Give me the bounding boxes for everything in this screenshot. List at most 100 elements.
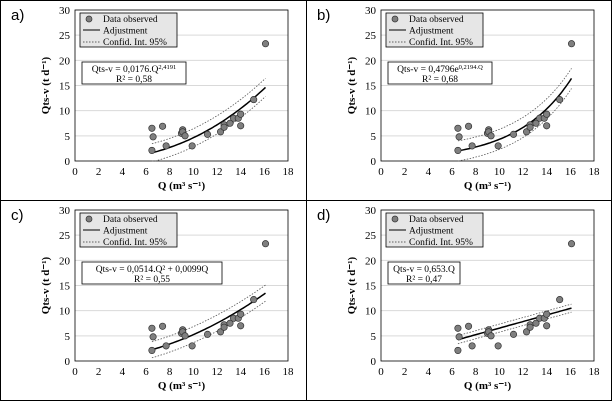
data-point [543,122,551,130]
r-squared-text: R² = 0,58 [116,75,152,85]
x-tick-label: 0 [72,366,78,378]
fit-line [457,307,572,341]
y-tick-label: 30 [365,205,377,217]
data-point [162,342,170,350]
y-tick-label: 25 [59,30,71,42]
r-squared-text: R² = 0,47 [406,275,442,285]
equation-box: Qts-v = 0,4796e0,2194.QR² = 0,68 [387,61,493,85]
data-point [237,110,245,118]
y-tick-label: 10 [365,306,377,318]
x-tick-label: 18 [589,366,601,378]
x-tick-label: 10 [494,166,506,178]
data-point [148,324,156,332]
x-tick-label: 18 [589,166,601,178]
legend-label: Adjustment [103,27,148,37]
y-tick-label: 25 [59,230,71,242]
data-point [181,332,189,340]
legend-marker-icon [85,15,93,23]
y-tick-label: 10 [59,306,71,318]
data-point [465,322,473,330]
x-tick-label: 12 [518,366,529,378]
ci-lower-line [457,88,572,162]
equation-text: Qts-v = 0,4796e0,2194.Q [397,64,483,75]
y-tick-label: 25 [365,30,377,42]
data-point [556,96,564,104]
x-tick-label: 6 [449,366,455,378]
x-tick-label: 2 [96,166,102,178]
x-tick-label: 10 [494,366,506,378]
panel-c: c) 0 5 10 15 20 25 30 0 2 4 6 8 10 12 14 16 18 Q (m³ s⁻¹) Q… [1,200,306,400]
x-axis-label: Q (m³ s⁻¹) [464,380,512,392]
plot: 0 5 10 15 20 25 30 0 2 4 6 8 10 12 14 16 18 Q (m³ s⁻¹) Qts… [40,205,294,392]
y-tick-label: 5 [371,131,377,143]
x-tick-label: 4 [120,166,126,178]
panel-d: d) 0 5 10 15 20 25 30 0 2 4 6 8 10 12 14 16 18 Q (m³ s⁻¹) Q… [306,200,612,400]
y-tick-label: 30 [365,5,377,17]
plot: 0 5 10 15 20 25 30 0 2 4 6 8 10 12 14 16 18 Q (m³ s⁻¹) Qts… [346,5,601,192]
data-point [226,319,234,327]
x-tick-label: 2 [402,366,408,378]
equation-box: Qts-v = 0,653.QR² = 0,47 [387,261,461,285]
data-point [543,110,551,118]
data-point [454,146,462,154]
data-point [188,142,196,150]
y-tick-label: 20 [365,55,377,67]
legend-label: Adjustment [409,27,454,37]
y-tick-label: 15 [365,281,377,293]
legend-label: Data observed [409,215,464,225]
x-tick-label: 8 [473,166,479,178]
ci-lower-line [457,311,572,345]
data-point [159,122,167,130]
y-axis-label: Qts-v (t d⁻¹) [346,256,358,314]
x-tick-label: 8 [473,366,479,378]
x-tick-label: 4 [120,366,126,378]
data-point [487,332,495,340]
plot: 0 5 10 15 20 25 30 0 2 4 6 8 10 12 14 16 18 Q (m³ s⁻¹) Qts… [40,5,294,192]
data-point [261,40,270,48]
data-point [261,240,270,248]
data-point [237,310,245,318]
legend-label: Confid. Int. 95% [409,237,473,248]
y-tick-label: 0 [65,356,71,368]
fit-line [151,292,266,351]
data-point [567,40,576,48]
equation-text: Qts-v = 0,0176.Q2,4191 [92,64,176,75]
x-tick-label: 14 [541,366,553,378]
plot: 0 5 10 15 20 25 30 0 2 4 6 8 10 12 14 16 18 Q (m³ s⁻¹) Qts… [346,205,601,392]
data-point [454,324,462,332]
x-tick-label: 14 [235,166,247,178]
x-tick-label: 14 [235,366,247,378]
y-tick-label: 5 [65,131,71,143]
x-tick-label: 6 [449,166,455,178]
x-tick-label: 16 [565,166,577,178]
y-tick-label: 5 [65,331,71,343]
data-point [465,122,473,130]
x-tick-label: 4 [426,366,432,378]
data-point [532,119,540,127]
data-point [509,330,518,338]
data-point [532,319,540,327]
y-tick-label: 25 [365,230,377,242]
y-axis-label: Qts-v (t d⁻¹) [40,56,52,114]
x-tick-label: 6 [143,366,149,378]
x-tick-label: 2 [96,366,102,378]
data-point [148,146,156,154]
equation-text: Qts-v = 0,0514.Q² + 0,0099Q [96,265,209,275]
y-axis-label: Qts-v (t d⁻¹) [346,56,358,114]
x-tick-label: 16 [565,366,577,378]
panel-label: d) [317,207,331,224]
r-squared-text: R² = 0,55 [134,275,170,285]
x-tick-label: 14 [541,166,553,178]
ci-upper-line [151,78,266,145]
data-point [455,133,463,141]
data-point [237,322,245,330]
data-point [148,346,156,354]
legend-label: Confid. Int. 95% [103,237,167,248]
data-point [556,296,564,304]
legend-label: Confid. Int. 95% [409,37,473,48]
ci-upper-line [457,303,572,336]
